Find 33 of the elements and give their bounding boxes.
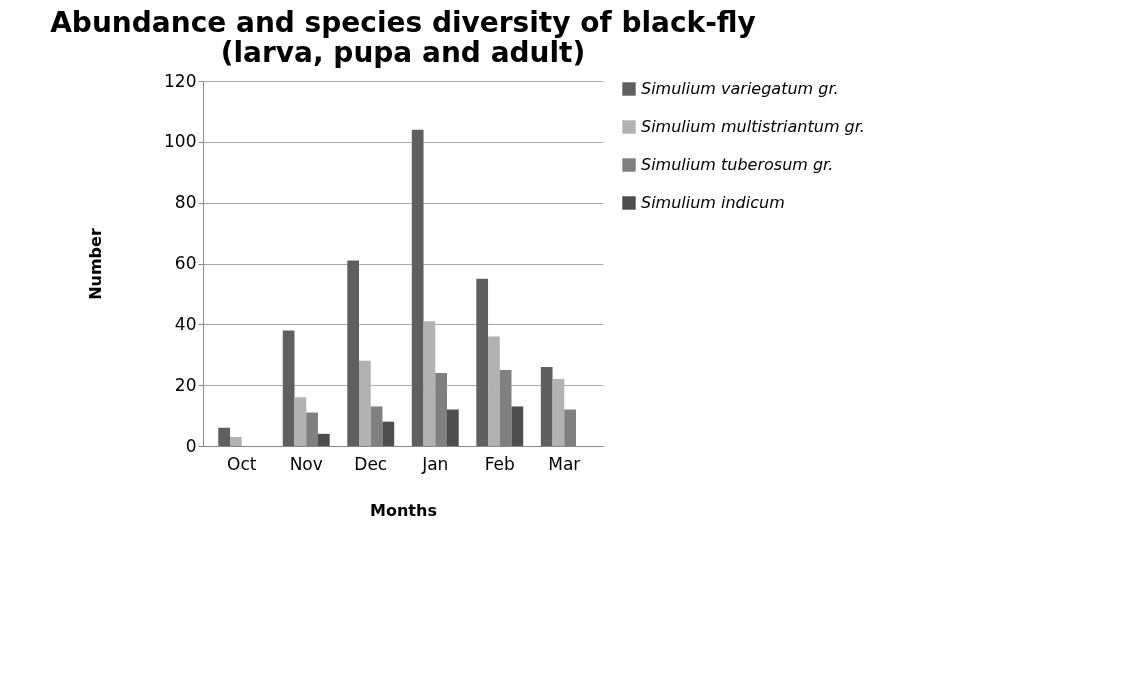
bar xyxy=(347,260,360,446)
y-tick-label: 120 xyxy=(164,70,197,91)
legend-label: Simulium multistriantum gr. xyxy=(641,117,865,136)
bar xyxy=(218,427,230,446)
bar xyxy=(317,433,330,446)
bar xyxy=(282,330,295,446)
bar xyxy=(488,336,500,446)
y-tick-label: 40 xyxy=(174,313,197,334)
bar xyxy=(511,406,524,446)
bar xyxy=(294,397,307,446)
x-axis-title: Months xyxy=(370,500,437,520)
legend-label: Simulium variegatum gr. xyxy=(641,79,839,98)
bar xyxy=(411,129,424,446)
x-tick-label: Nov xyxy=(289,453,323,474)
bar xyxy=(446,409,459,446)
x-tick-label: Oct xyxy=(227,453,257,474)
bar xyxy=(476,278,489,446)
bar xyxy=(382,421,395,446)
legend-label: Simulium tuberosum gr. xyxy=(641,155,834,174)
chart-title: Abundance and species diversity of black-fly (larva, pupa and adult) xyxy=(50,6,756,69)
bar xyxy=(229,436,242,446)
y-axis-title: Number xyxy=(86,228,106,300)
bar xyxy=(540,366,553,446)
y-tick-label: 20 xyxy=(174,374,197,395)
x-tick-label: Jan xyxy=(421,453,449,474)
y-tick-label: 0 xyxy=(185,435,197,456)
x-tick-label: Mar xyxy=(548,453,581,474)
y-tick-label: 60 xyxy=(174,253,197,273)
x-tick-label: Dec xyxy=(354,453,388,474)
x-tick-label: Feb xyxy=(484,453,515,474)
legend-label: Simulium indicum xyxy=(641,193,785,212)
y-tick-label: 100 xyxy=(164,131,197,152)
y-tick-label: 80 xyxy=(174,192,197,213)
